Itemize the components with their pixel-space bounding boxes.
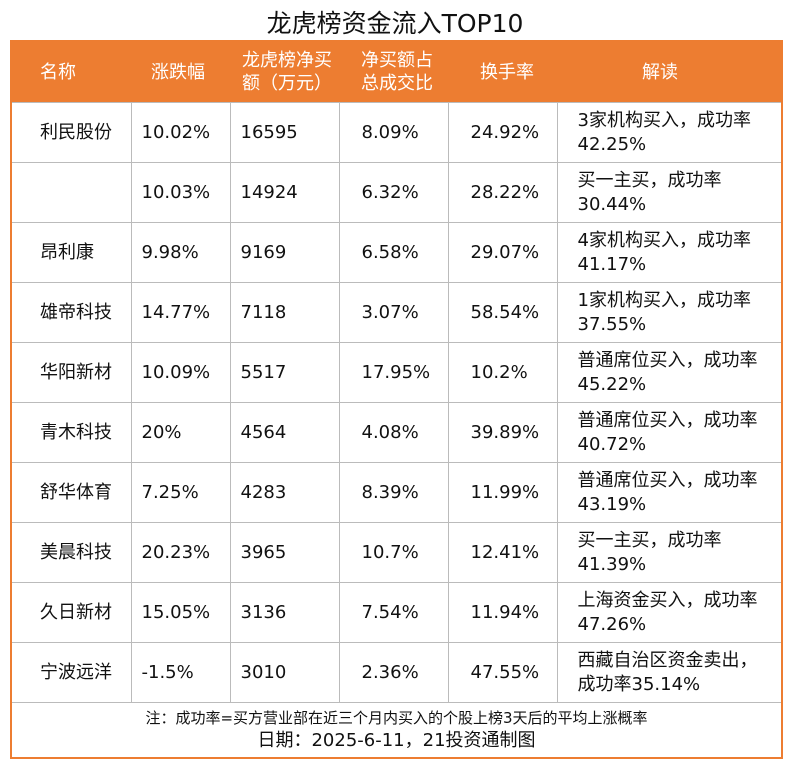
change-pct-cell: 14.77% [130, 282, 231, 343]
change-pct-cell: 10.09% [130, 342, 231, 403]
header-net-buy: 龙虎榜净买 额（万元） [230, 41, 339, 103]
change-pct-cell: 10.02% [130, 102, 231, 163]
table-footer: 注：成功率=买方营业部在近三个月内买入的个股上榜3天后的平均上涨概率 日期：20… [11, 702, 783, 759]
net-buy-cell: 3010 [229, 642, 340, 703]
stock-name-cell: 青木科技 [10, 402, 132, 463]
net-buy-ratio-cell: 17.95% [338, 342, 449, 403]
turnover-cell: 24.92% [447, 102, 558, 163]
net-buy-cell: 3965 [229, 522, 340, 583]
footnote: 注：成功率=买方营业部在近三个月内买入的个股上榜3天后的平均上涨概率 [145, 709, 648, 727]
stock-name-cell [10, 162, 132, 223]
net-buy-ratio-cell: 10.7% [338, 522, 449, 583]
stock-name-cell: 雄帝科技 [10, 282, 132, 343]
turnover-cell: 28.22% [447, 162, 558, 223]
interpretation-cell: 普通席位买入，成功率43.19% [556, 462, 783, 523]
table-header: 名称 涨跌幅 龙虎榜净买 额（万元） 净买额占 总成交比 换手率 解读 [11, 41, 782, 103]
net-buy-ratio-cell: 7.54% [338, 582, 449, 643]
interpretation-cell: 3家机构买入，成功率42.25% [556, 102, 783, 163]
date-credit: 日期：2025-6-11，21投资通制图 [257, 730, 536, 751]
header-interpretation: 解读 [557, 41, 782, 103]
turnover-cell: 29.07% [447, 222, 558, 283]
net-buy-cell: 5517 [229, 342, 340, 403]
net-buy-ratio-cell: 6.58% [338, 222, 449, 283]
stock-name-cell: 华阳新材 [10, 342, 132, 403]
net-buy-cell: 16595 [229, 102, 340, 163]
header-change: 涨跌幅 [131, 41, 230, 103]
stock-name-cell: 舒华体育 [10, 462, 132, 523]
table-row: 久日新材 15.05% 3136 7.54% 11.94% 上海资金买入，成功率47.26… [10, 582, 783, 643]
turnover-cell: 47.55% [447, 642, 558, 703]
table-row: 宁波远洋 -1.5% 3010 2.36% 47.55% 西藏自治区资金卖出，成功率35.… [10, 642, 783, 703]
net-buy-ratio-cell: 8.09% [338, 102, 449, 163]
table-row: 舒华体育 7.25% 4283 8.39% 11.99% 普通席位买入，成功率43.19% [10, 462, 783, 523]
footer-cell: 注：成功率=买方营业部在近三个月内买入的个股上榜3天后的平均上涨概率 日期：20… [11, 702, 783, 759]
stock-name-cell: 利民股份 [10, 102, 132, 163]
interpretation-cell: 西藏自治区资金卖出，成功率35.14% [556, 642, 783, 703]
interpretation-cell: 4家机构买入，成功率41.17% [556, 222, 783, 283]
header-name: 名称 [11, 41, 131, 103]
change-pct-cell: 20.23% [130, 522, 231, 583]
net-buy-cell: 4283 [229, 462, 340, 523]
net-buy-ratio-cell: 6.32% [338, 162, 449, 223]
page-title: 龙虎榜资金流入TOP10 [266, 9, 524, 38]
net-buy-cell: 4564 [229, 402, 340, 463]
change-pct-cell: 15.05% [130, 582, 231, 643]
change-pct-cell: 9.98% [130, 222, 231, 283]
table-row: 利民股份 10.02% 16595 8.09% 24.92% 3家机构买入，成功率42.2… [10, 102, 783, 163]
header-net-buy-line1: 龙虎榜净买 [242, 50, 332, 71]
turnover-cell: 11.94% [447, 582, 558, 643]
stock-name-cell: 宁波远洋 [10, 642, 132, 703]
net-buy-cell: 9169 [229, 222, 340, 283]
table-row: 青木科技 20% 4564 4.08% 39.89% 普通席位买入，成功率40.72% [10, 402, 783, 463]
header-ratio-line1: 净买额占 [361, 50, 433, 71]
interpretation-cell: 1家机构买入，成功率37.55% [556, 282, 783, 343]
turnover-cell: 12.41% [447, 522, 558, 583]
stock-name-cell: 美晨科技 [10, 522, 132, 583]
interpretation-cell: 上海资金买入，成功率47.26% [556, 582, 783, 643]
header-net-buy-line2: 额（万元） [242, 73, 332, 94]
net-buy-cell: 3136 [229, 582, 340, 643]
net-buy-cell: 14924 [229, 162, 340, 223]
header-net-buy-ratio: 净买额占 总成交比 [339, 41, 448, 103]
interpretation-cell: 普通席位买入，成功率45.22% [556, 342, 783, 403]
net-buy-ratio-cell: 8.39% [338, 462, 449, 523]
capital-inflow-table: 名称 涨跌幅 龙虎榜净买 额（万元） 净买额占 总成交比 换手率 解读 利民股份 10… [10, 40, 783, 759]
table-row: 昂利康 9.98% 9169 6.58% 29.07% 4家机构买入，成功率41.17% [10, 222, 783, 283]
table-row: 华阳新材 10.09% 5517 17.95% 10.2% 普通席位买入，成功率45.22… [10, 342, 783, 403]
header-ratio-line2: 总成交比 [361, 73, 433, 94]
table-row: 10.03% 14924 6.32% 28.22% 买一主买，成功率30.44% [10, 162, 783, 223]
stock-name-cell: 久日新材 [10, 582, 132, 643]
table-row: 雄帝科技 14.77% 7118 3.07% 58.54% 1家机构买入，成功率37.55… [10, 282, 783, 343]
interpretation-cell: 买一主买，成功率41.39% [556, 522, 783, 583]
net-buy-ratio-cell: 4.08% [338, 402, 449, 463]
change-pct-cell: 20% [130, 402, 231, 463]
stock-name-cell: 昂利康 [10, 222, 132, 283]
interpretation-cell: 普通席位买入，成功率40.72% [556, 402, 783, 463]
change-pct-cell: 10.03% [130, 162, 231, 223]
net-buy-ratio-cell: 2.36% [338, 642, 449, 703]
turnover-cell: 58.54% [447, 282, 558, 343]
turnover-cell: 10.2% [447, 342, 558, 403]
header-turnover: 换手率 [448, 41, 557, 103]
interpretation-cell: 买一主买，成功率30.44% [556, 162, 783, 223]
change-pct-cell: 7.25% [130, 462, 231, 523]
turnover-cell: 39.89% [447, 402, 558, 463]
table-row: 美晨科技 20.23% 3965 10.7% 12.41% 买一主买，成功率41.39% [10, 522, 783, 583]
change-pct-cell: -1.5% [130, 642, 231, 703]
net-buy-ratio-cell: 3.07% [338, 282, 449, 343]
net-buy-cell: 7118 [229, 282, 340, 343]
turnover-cell: 11.99% [447, 462, 558, 523]
